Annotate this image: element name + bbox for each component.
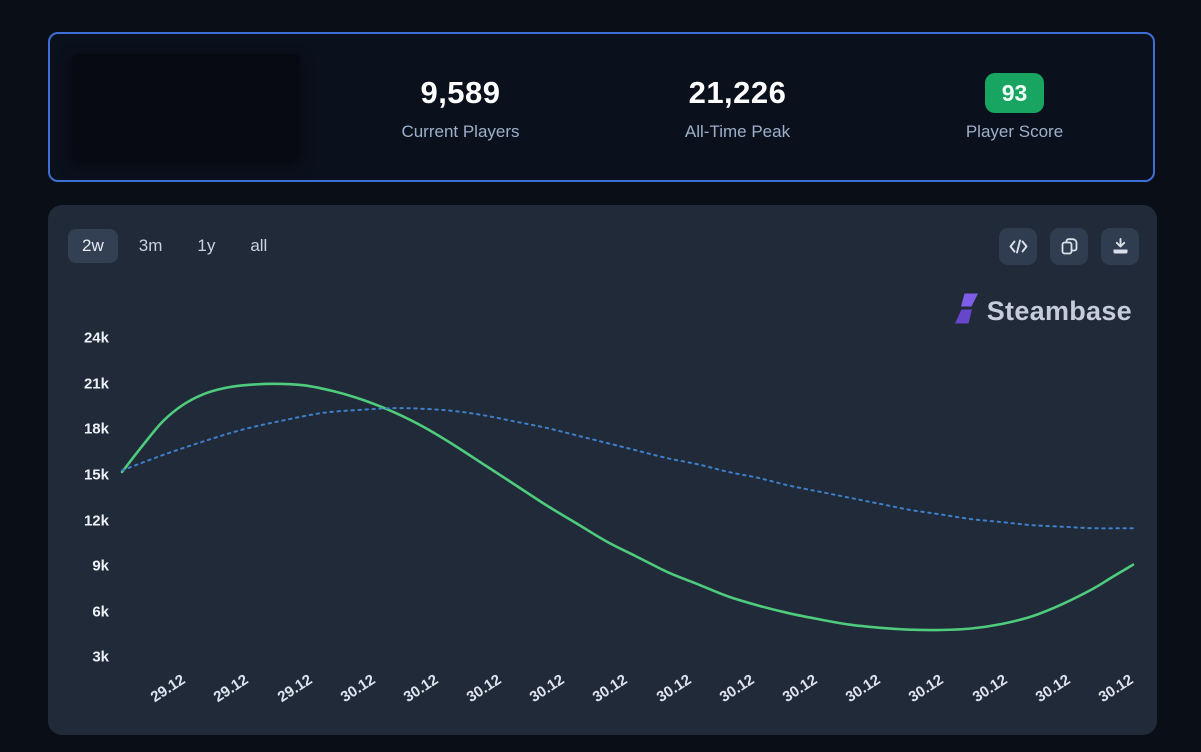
x-tick-label: 30.12 [526,671,568,706]
x-tick-label: 29.12 [147,671,189,706]
stat-current-players: 9,589 Current Players [322,73,599,142]
game-cover-wrap [50,34,322,180]
x-tick-label: 30.12 [779,671,821,706]
code-icon [1009,239,1028,254]
stat-all-time-peak: 21,226 All-Time Peak [599,73,876,142]
chart-panel: 2w 3m 1y all [48,205,1157,735]
x-tick-label: 30.12 [716,671,758,706]
x-tick-label: 30.12 [906,671,947,706]
chart-toolbar: 2w 3m 1y all [68,226,1139,266]
y-tick-label: 6k [92,603,109,621]
y-tick-label: 15k [83,466,109,484]
x-tick-label: 30.12 [590,671,631,706]
steambase-wordmark: Steambase [986,295,1132,326]
stat-player-score: 93 Player Score [876,72,1153,142]
x-tick-label: 29.12 [274,671,315,706]
range-button-all[interactable]: all [236,229,281,263]
embed-code-button[interactable] [999,227,1037,265]
y-tick-label: 24k [83,329,109,347]
range-button-2w[interactable]: 2w [68,229,118,263]
stats-card: 9,589 Current Players 21,226 All-Time Pe… [48,32,1155,182]
y-tick-label: 21k [83,375,109,393]
players-green-line [120,382,1135,632]
x-tick-label: 30.12 [1095,671,1137,706]
time-range-group: 2w 3m 1y all [68,229,281,263]
download-button[interactable] [1101,227,1139,265]
x-tick-label: 30.12 [463,671,505,706]
player-score-label: Player Score [965,121,1064,141]
current-players-value: 9,589 [420,74,501,110]
steambase-logo-icon [954,293,979,329]
range-button-3m[interactable]: 3m [125,229,177,263]
range-button-1y[interactable]: 1y [183,229,229,263]
all-time-peak-label: All-Time Peak [684,121,791,141]
copy-button[interactable] [1050,227,1088,265]
x-tick-label: 30.12 [653,671,694,706]
x-tick-label: 30.12 [337,671,379,706]
y-tick-label: 3k [92,648,109,666]
y-tick-label: 9k [92,557,109,575]
steambase-watermark: Steambase [954,293,1132,329]
y-tick-label: 18k [83,420,109,438]
y-tick-label: 12k [83,512,109,530]
copy-icon [1061,237,1078,255]
current-players-label: Current Players [401,121,520,141]
x-tick-label: 30.12 [1032,671,1074,706]
line-chart-svg [120,382,1135,632]
trend-blue-dotted-line [121,407,1134,530]
x-tick-label: 30.12 [400,671,442,706]
chart-plot-area[interactable]: 24k 21k 18k 15k 12k 9k 6k 3k 29.12 29.12 29.12 30.… [84,330,1136,706]
download-icon [1112,238,1129,254]
all-time-peak-value: 21,226 [688,74,787,110]
x-tick-label: 29.12 [210,671,252,706]
x-tick-label: 30.12 [842,671,884,706]
game-cover-image [72,54,300,160]
player-score-badge: 93 [984,72,1045,113]
x-tick-label: 30.12 [969,671,1010,706]
